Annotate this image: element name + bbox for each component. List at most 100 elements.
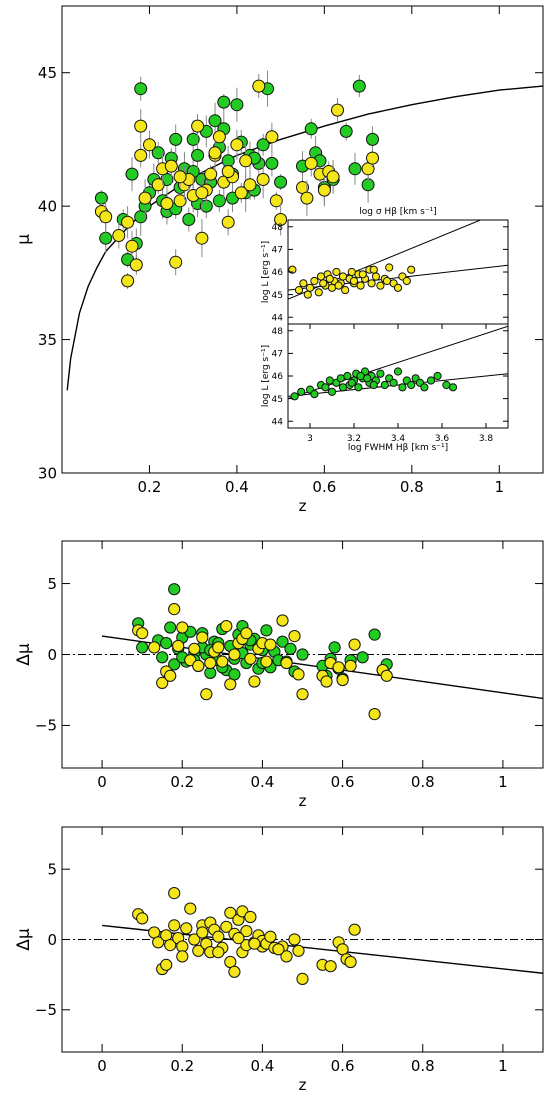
axes: 44 45 46 47 48 [272,223,508,323]
data-point-green [296,648,309,661]
relation-line-2 [288,373,508,397]
data-point-yellow [344,955,357,969]
data-point-green [368,628,381,641]
data-point-yellow [152,936,165,949]
y-axis-label: log L [erg s⁻¹] [261,241,271,303]
data-point-yellow [173,194,187,208]
data-point-yellow [184,902,197,915]
y-tick-label: 30 [38,464,57,482]
data-point-yellow [99,210,113,224]
data-point-green [156,651,169,664]
data-point-green [339,124,353,138]
data-point-green [376,369,385,378]
y-axis-label: log L [erg s⁻¹] [261,345,271,407]
y-tick-label: 46 [272,372,284,382]
data-point-yellow [292,944,305,957]
data-point-yellow [269,194,283,208]
data-point-yellow [221,215,235,229]
data-point-green [363,374,372,383]
data-point-yellow [407,265,416,274]
data-point-green [380,380,389,390]
data-point-green [356,651,369,664]
data-point-yellow [234,186,248,200]
data-point-yellow [256,173,270,186]
axes: 0 0.2 0.4 0.6 0.8 1 −5 0 5 [35,541,543,791]
data-point-yellow [112,229,126,242]
plot-area [66,70,543,391]
data-point-yellow [332,661,345,674]
x-tick-label: 3.6 [435,434,450,444]
data-point-green [160,637,173,650]
data-point-yellow [348,638,361,651]
data-point-green [290,392,299,401]
data-point-yellow [220,620,233,633]
data-point-green [208,114,222,128]
plot-area [62,887,543,986]
data-point-yellow [344,659,357,673]
axes: 3 3.2 3.4 3.6 3.8 44 45 46 47 48 [272,324,508,444]
x-axis-label: z [299,497,307,515]
x-tick-label: 0.4 [250,773,274,791]
data-point-yellow [168,919,181,932]
data-point-yellow [349,276,359,286]
data-point-green [256,138,270,152]
panel-inset-fwhm: 3 3.2 3.4 3.6 3.8 44 45 46 47 48 log FWHM Hβ [km s… [261,323,509,453]
data-point-yellow [274,213,288,226]
y-tick-label: 48 [272,327,284,337]
data-point-green [284,642,297,655]
data-point-yellow [148,641,161,654]
data-point-yellow [192,659,205,673]
data-point-yellow [212,641,225,654]
plot-background [288,220,508,324]
y-axis-label: μ [14,234,34,245]
data-point-yellow [196,926,209,939]
data-point-green [186,132,200,146]
data-point-yellow [358,270,367,279]
data-point-yellow [376,281,385,290]
x-axis-label: z [299,792,307,810]
data-point-yellow [156,676,169,690]
data-point-yellow [195,231,209,245]
plot-frame [61,5,544,474]
x-tick-label: 0.4 [225,478,249,496]
data-point-yellow [366,151,379,165]
data-point-green [212,194,226,208]
data-point-green [260,624,273,637]
data-point-green [369,380,378,390]
data-point-green [217,95,231,109]
data-point-green [389,378,398,387]
data-point-green [348,162,362,176]
data-point-yellow [264,638,277,651]
data-point-yellow [134,148,148,162]
data-point-green [398,383,407,392]
y-tick-label: 0 [47,931,57,949]
y-axis-label: Δμ [14,928,34,951]
data-point-yellow [380,669,393,682]
data-point-green [125,167,139,181]
y-tick-label: 47 [272,246,283,256]
data-point-yellow [310,276,319,286]
data-point-yellow [121,274,135,288]
data-point-green [321,383,330,392]
data-point-yellow [173,170,187,184]
data-point-green [304,122,318,136]
x-tick-label: 0.8 [411,1057,435,1075]
data-point-yellow [180,922,193,935]
y-tick-label: 47 [272,350,283,360]
data-point-green [420,383,429,392]
x-tick-label: 1 [494,478,504,496]
data-point-green [347,378,356,387]
x-tick-label: 0.2 [138,478,162,496]
y-tick-label: 35 [38,331,57,349]
data-point-green [169,132,183,146]
data-point-yellow [129,258,143,272]
x-tick-label: 3.2 [347,434,361,444]
data-point-green [328,641,341,654]
x-tick-label: 0.4 [250,1057,274,1075]
data-point-green [276,635,289,648]
data-point-green [426,376,436,385]
data-point-yellow [402,276,411,286]
data-point-yellow [276,614,289,627]
data-point-yellow [228,648,241,661]
data-point-green [433,371,442,381]
